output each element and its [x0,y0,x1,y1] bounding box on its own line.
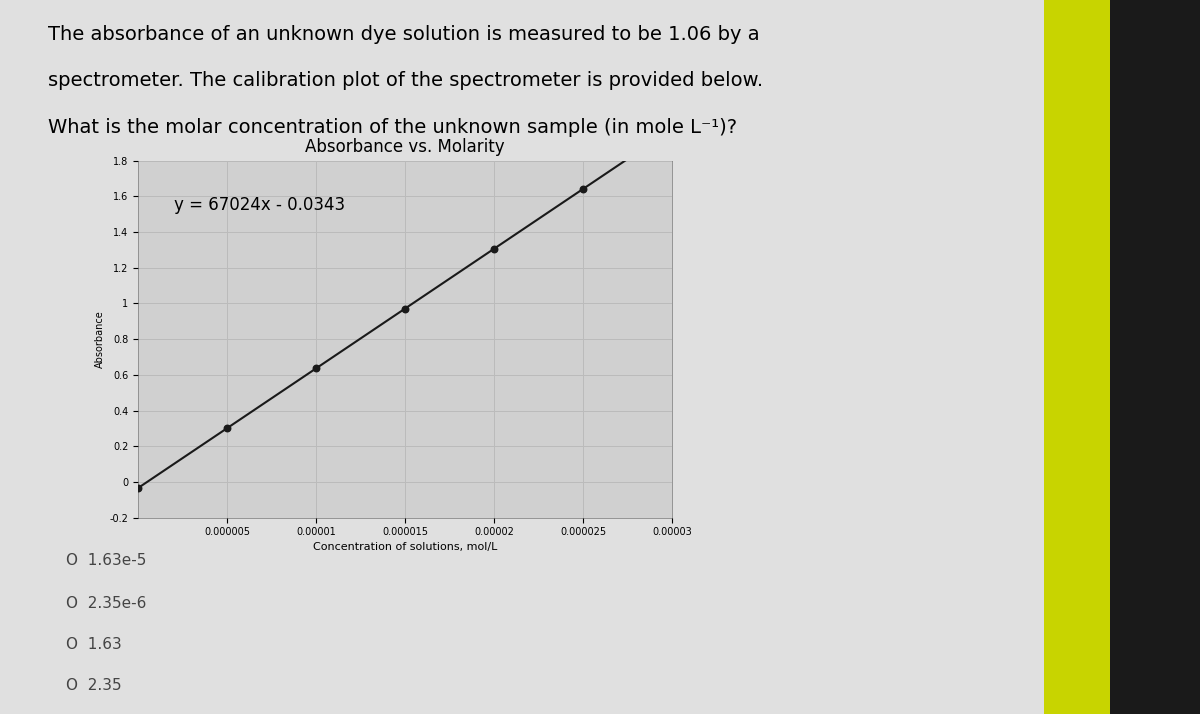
Title: Absorbance vs. Molarity: Absorbance vs. Molarity [305,139,505,156]
Text: O  1.63e-5: O 1.63e-5 [66,553,146,568]
Text: The absorbance of an unknown dye solution is measured to be 1.06 by a: The absorbance of an unknown dye solutio… [48,25,760,44]
Y-axis label: Absorbance: Absorbance [95,311,106,368]
Text: spectrometer. The calibration plot of the spectrometer is provided below.: spectrometer. The calibration plot of th… [48,71,763,91]
Point [217,423,236,434]
Text: O  2.35: O 2.35 [66,678,121,693]
Text: O  2.35e-6: O 2.35e-6 [66,596,146,611]
Point [128,483,148,494]
X-axis label: Concentration of solutions, mol/L: Concentration of solutions, mol/L [313,541,497,551]
Text: O  1.63: O 1.63 [66,637,121,652]
Point [574,183,593,195]
Point [396,303,415,314]
Text: What is the molar concentration of the unknown sample (in mole L⁻¹)?: What is the molar concentration of the u… [48,118,737,137]
Text: y = 67024x - 0.0343: y = 67024x - 0.0343 [174,196,344,214]
Point [306,363,325,374]
Point [485,243,504,254]
